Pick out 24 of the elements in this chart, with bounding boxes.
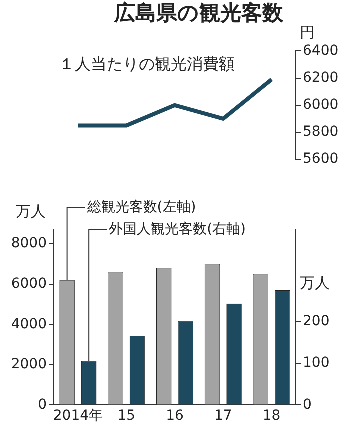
y-tick-label: 6000	[11, 276, 47, 292]
y-tick-label: 2000	[11, 356, 47, 373]
y2-tick-label: 100	[303, 355, 330, 372]
y2-tick-label: 200	[303, 313, 330, 330]
text: 総観光客数(左軸)	[86, 200, 196, 216]
chart-title: 広島県の観光客数	[114, 1, 284, 26]
chart-subtitle: １人当たりの観光消費額	[59, 54, 235, 74]
x-tick-label: 16	[166, 408, 184, 424]
y-tick-label: 4000	[11, 316, 47, 332]
x-tick-label: 2014年	[53, 408, 104, 424]
x-tick-label: 15	[118, 408, 136, 424]
y-tick-label: 6200	[303, 70, 339, 86]
y-tick-label: 5800	[303, 124, 339, 140]
y-tick-label: 5600	[303, 151, 339, 168]
y-axis-title: 万人	[16, 202, 46, 220]
y-tick-label: 6400	[303, 42, 339, 59]
x-tick-label: 18	[262, 408, 281, 424]
y-tick-label: 0	[38, 396, 47, 413]
text: 外国人観光客数(右軸)	[109, 222, 246, 238]
x-tick-label: 17	[214, 408, 232, 424]
y-tick-label: 8000	[11, 236, 47, 252]
y-axis-title: 円	[300, 24, 315, 42]
y2-axis-title: 万人	[300, 274, 330, 292]
y-tick-label: 6000	[303, 97, 339, 114]
